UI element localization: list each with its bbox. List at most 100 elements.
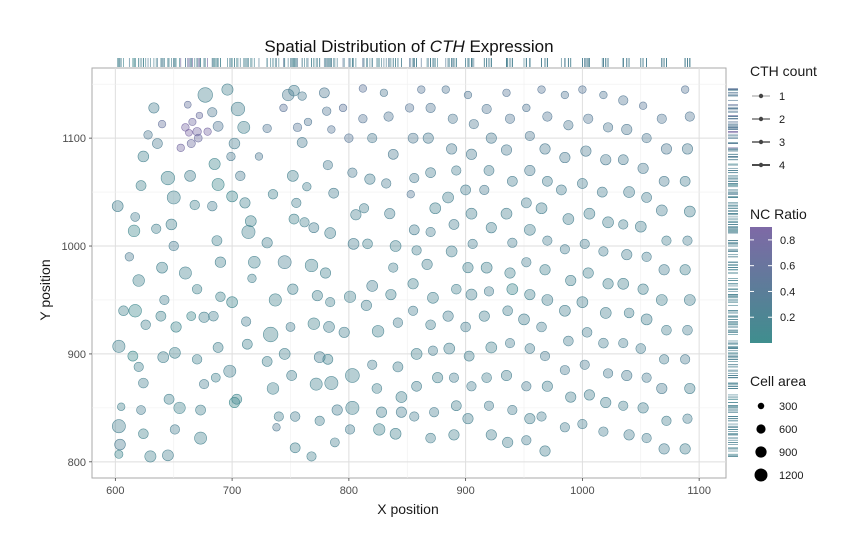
data-point xyxy=(137,150,150,163)
data-point xyxy=(159,294,170,305)
data-point xyxy=(358,84,367,93)
data-point xyxy=(583,389,595,401)
data-point xyxy=(135,180,147,191)
data-point xyxy=(451,165,462,176)
data-point xyxy=(465,148,477,160)
data-point xyxy=(194,133,203,143)
data-point xyxy=(322,160,333,171)
data-point xyxy=(641,192,652,203)
data-point xyxy=(443,342,456,355)
data-point xyxy=(231,393,243,405)
data-point xyxy=(582,267,594,279)
data-point xyxy=(621,123,633,136)
legend-cell-area: Cell area 300 600 900 1200 xyxy=(750,373,806,482)
data-point xyxy=(291,197,302,208)
data-point xyxy=(485,341,498,354)
data-point xyxy=(442,310,454,322)
data-point xyxy=(524,413,536,425)
data-point xyxy=(521,197,532,209)
y-axis-title: Y position xyxy=(37,259,53,320)
data-point xyxy=(481,372,492,383)
data-point xyxy=(483,286,494,297)
y-tick-label: 900 xyxy=(68,349,86,361)
data-point xyxy=(656,382,668,394)
data-point xyxy=(221,83,234,96)
data-point xyxy=(191,354,203,365)
data-point xyxy=(581,327,593,338)
data-point xyxy=(504,338,516,349)
data-point xyxy=(287,170,299,182)
data-point xyxy=(539,445,551,457)
data-point xyxy=(679,175,691,187)
data-point xyxy=(320,267,332,279)
data-point xyxy=(500,369,512,382)
data-point xyxy=(248,256,261,269)
data-point xyxy=(660,143,672,155)
data-point xyxy=(343,290,357,303)
data-point xyxy=(623,307,635,319)
data-point xyxy=(679,443,691,455)
data-point xyxy=(371,383,383,394)
data-point xyxy=(366,280,378,292)
data-point xyxy=(165,218,178,231)
data-point xyxy=(127,350,139,362)
data-point xyxy=(500,207,513,220)
data-point xyxy=(327,125,336,134)
data-point xyxy=(579,238,590,249)
cth-count-key-label: 1 xyxy=(779,91,785,103)
data-point xyxy=(429,407,440,418)
data-point xyxy=(302,182,312,192)
data-point xyxy=(658,443,670,455)
data-point xyxy=(279,103,288,113)
x-tick-label: 900 xyxy=(456,485,474,497)
data-point xyxy=(681,143,693,155)
data-point xyxy=(656,294,668,306)
data-point xyxy=(381,178,392,189)
data-point xyxy=(448,219,460,230)
data-point xyxy=(347,238,360,250)
data-point xyxy=(541,294,554,306)
data-point xyxy=(282,88,295,102)
data-point xyxy=(261,356,273,367)
data-point xyxy=(521,435,532,446)
data-point xyxy=(314,415,325,426)
data-point xyxy=(634,220,647,233)
x-tick-label: 700 xyxy=(223,485,241,497)
data-point xyxy=(425,432,436,444)
cell-area-key-dot xyxy=(754,468,768,482)
data-point xyxy=(468,119,479,130)
data-point xyxy=(446,143,458,155)
data-point xyxy=(288,84,300,97)
data-point xyxy=(539,264,551,276)
data-point xyxy=(347,167,358,178)
data-point xyxy=(392,317,404,328)
data-point xyxy=(618,338,629,349)
data-point xyxy=(451,283,462,295)
cell-area-key-dot xyxy=(755,446,767,458)
data-point xyxy=(450,400,462,412)
data-point xyxy=(500,144,512,156)
cth-count-key-dot xyxy=(758,116,764,122)
data-point xyxy=(623,429,635,441)
data-point xyxy=(658,175,670,187)
data-point xyxy=(621,249,633,261)
data-point xyxy=(228,137,241,150)
data-point xyxy=(502,305,513,316)
nc-ratio-colorbar xyxy=(750,227,772,343)
data-point xyxy=(524,289,536,301)
data-point xyxy=(623,186,635,198)
data-point xyxy=(247,273,257,283)
data-point xyxy=(226,296,238,308)
data-point xyxy=(111,419,126,434)
data-point xyxy=(563,120,574,131)
data-point xyxy=(485,222,497,234)
data-point xyxy=(358,114,368,124)
data-point xyxy=(641,133,652,144)
data-point xyxy=(583,207,596,220)
data-point xyxy=(128,304,142,318)
legend-nc-ratio: NC Ratio 0.2 0.4 0.6 0.8 xyxy=(750,206,807,343)
data-point xyxy=(373,423,386,436)
data-point xyxy=(387,148,399,160)
data-point xyxy=(577,178,588,189)
data-point xyxy=(185,128,193,137)
